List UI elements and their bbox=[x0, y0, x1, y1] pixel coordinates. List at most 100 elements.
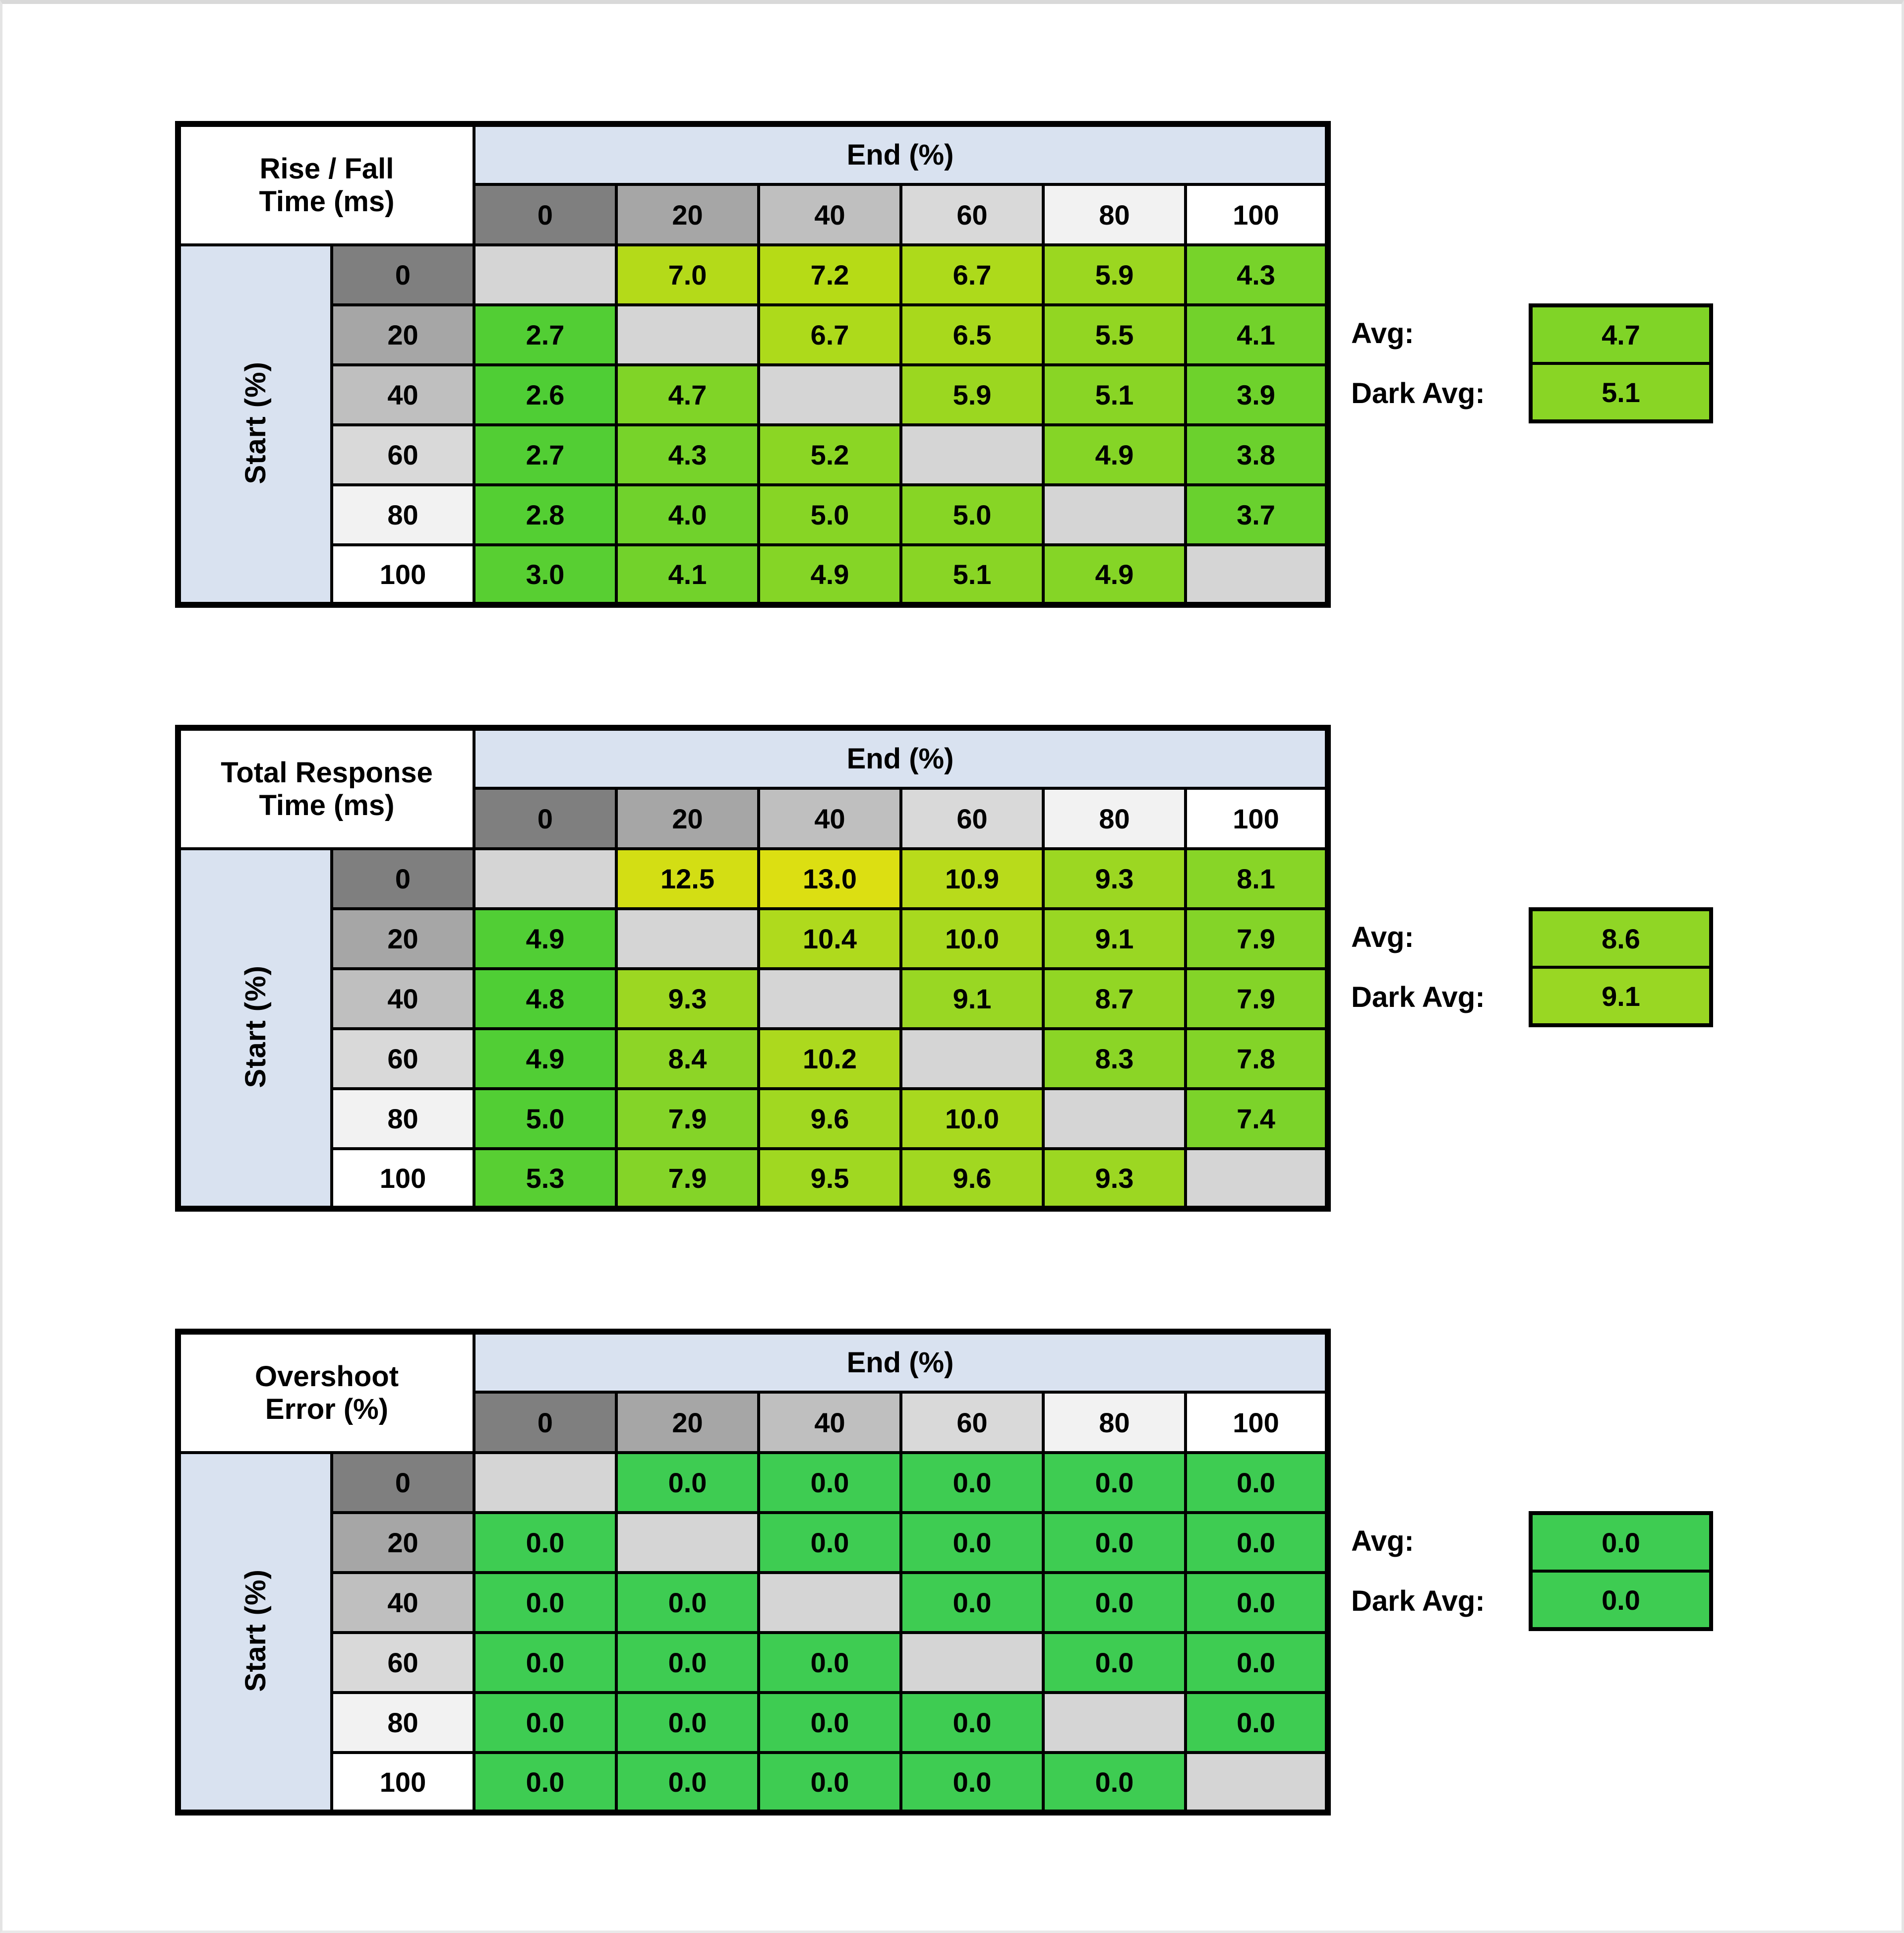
table-row: Start (%) 0 0.0 0.0 0.0 0.0 0.0 bbox=[177, 1451, 1329, 1814]
table-row: 20 0.0 0.0 0.0 0.0 0.0 bbox=[178, 1511, 1329, 1574]
start-tick: 60 bbox=[330, 1027, 476, 1090]
value-cell: 4.9 bbox=[1042, 423, 1187, 486]
start-axis-band: Start (%) bbox=[177, 847, 333, 1210]
blank-diagonal-cell bbox=[1042, 483, 1187, 546]
table-title-line2: Error (%) bbox=[265, 1393, 389, 1425]
overshoot-error-panel: Overshoot Error (%) End (%) 0 20 40 60 80 100… bbox=[175, 1329, 1891, 1816]
value-cell: 10.4 bbox=[757, 907, 902, 970]
value-cell: 4.9 bbox=[1042, 543, 1187, 606]
value-cell: 0.0 bbox=[1184, 1571, 1329, 1634]
dark-avg-label: Dark Avg: bbox=[1351, 377, 1485, 410]
start-tick: 80 bbox=[330, 483, 476, 546]
table-title-line1: Total Response bbox=[221, 756, 433, 789]
value-cell: 3.8 bbox=[1184, 423, 1329, 486]
value-cell: 5.3 bbox=[473, 1147, 618, 1210]
value-cell: 13.0 bbox=[757, 847, 902, 910]
value-cell: 5.0 bbox=[757, 483, 902, 546]
start-tick: 60 bbox=[330, 423, 476, 486]
value-cell: 7.0 bbox=[615, 243, 760, 306]
start-tick: 20 bbox=[330, 1511, 476, 1574]
end-tick: 20 bbox=[615, 787, 760, 850]
value-cell: 4.0 bbox=[615, 483, 760, 546]
rise-fall-time-panel: Rise / Fall Time (ms) End (%) 0 20 40 60 80 1… bbox=[175, 121, 1891, 608]
value-cell: 0.0 bbox=[473, 1691, 618, 1754]
value-cell: 6.7 bbox=[899, 243, 1045, 306]
value-cell: 3.9 bbox=[1184, 363, 1329, 426]
dark-avg-value-cell: 9.1 bbox=[1533, 966, 1709, 1023]
value-cell: 5.1 bbox=[1042, 363, 1187, 426]
blank-diagonal-cell bbox=[473, 1451, 618, 1514]
blank-diagonal-cell bbox=[1042, 1087, 1187, 1150]
value-cell: 8.3 bbox=[1042, 1027, 1187, 1090]
value-cell: 5.9 bbox=[1042, 243, 1187, 306]
avg-value-cell: 8.6 bbox=[1533, 911, 1709, 966]
value-cell: 0.0 bbox=[1042, 1751, 1187, 1814]
table-row: 40 0.0 0.0 0.0 0.0 0.0 bbox=[178, 1571, 1329, 1634]
end-tick: 0 bbox=[473, 183, 618, 246]
value-cell: 10.0 bbox=[899, 907, 1045, 970]
value-cell: 7.9 bbox=[615, 1147, 760, 1210]
table-title: Rise / Fall Time (ms) bbox=[177, 122, 476, 246]
value-cell: 0.0 bbox=[615, 1571, 760, 1634]
value-cell: 0.0 bbox=[757, 1511, 902, 1574]
end-tick: 80 bbox=[1042, 183, 1187, 246]
table-row: Start (%) 0 12.5 13.0 10.9 9.3 8.1 bbox=[177, 847, 1329, 1210]
end-tick: 60 bbox=[899, 1391, 1045, 1454]
end-tick: 20 bbox=[615, 1391, 760, 1454]
value-cell: 4.1 bbox=[615, 543, 760, 606]
start-tick: 100 bbox=[330, 1147, 476, 1210]
value-cell: 0.0 bbox=[473, 1571, 618, 1634]
blank-diagonal-cell bbox=[899, 1027, 1045, 1090]
average-summary: Avg: Dark Avg: 0.0 0.0 bbox=[1351, 1511, 1713, 1631]
end-tick: 80 bbox=[1042, 787, 1187, 850]
end-tick: 60 bbox=[899, 787, 1045, 850]
blank-diagonal-cell bbox=[1184, 1147, 1329, 1210]
value-cell: 0.0 bbox=[1184, 1451, 1329, 1514]
table-title-line2: Time (ms) bbox=[259, 185, 395, 218]
value-cell: 0.0 bbox=[473, 1751, 618, 1814]
blank-diagonal-cell bbox=[1184, 543, 1329, 606]
blank-diagonal-cell bbox=[757, 1571, 902, 1634]
value-cell: 0.0 bbox=[473, 1511, 618, 1574]
table-title-line2: Time (ms) bbox=[259, 789, 395, 821]
value-cell: 9.5 bbox=[757, 1147, 902, 1210]
value-cell: 7.2 bbox=[757, 243, 902, 306]
value-cell: 5.0 bbox=[899, 483, 1045, 546]
blank-diagonal-cell bbox=[1184, 1751, 1329, 1814]
blank-diagonal-cell bbox=[899, 423, 1045, 486]
value-cell: 4.3 bbox=[1184, 243, 1329, 306]
value-cell: 9.3 bbox=[615, 967, 760, 1030]
dark-avg-label: Dark Avg: bbox=[1351, 981, 1485, 1013]
start-axis-label: Start (%) bbox=[239, 965, 272, 1088]
table-row: 20 2.7 6.7 6.5 5.5 4.1 bbox=[178, 303, 1329, 366]
avg-box: 4.7 5.1 bbox=[1529, 303, 1713, 423]
value-cell: 0.0 bbox=[899, 1691, 1045, 1754]
value-cell: 5.2 bbox=[757, 423, 902, 486]
value-cell: 9.6 bbox=[899, 1147, 1045, 1210]
avg-label: Avg: bbox=[1351, 921, 1414, 953]
value-cell: 10.9 bbox=[899, 847, 1045, 910]
start-tick: 40 bbox=[330, 363, 476, 426]
value-cell: 4.9 bbox=[757, 543, 902, 606]
start-tick: 0 bbox=[330, 1451, 476, 1514]
table-row: 40 4.8 9.3 9.1 8.7 7.9 bbox=[178, 967, 1329, 1030]
value-cell: 0.0 bbox=[615, 1751, 760, 1814]
value-cell: 0.0 bbox=[1042, 1511, 1187, 1574]
value-cell: 5.1 bbox=[899, 543, 1045, 606]
value-cell: 3.7 bbox=[1184, 483, 1329, 546]
avg-label: Avg: bbox=[1351, 317, 1414, 350]
table-title-line1: Rise / Fall bbox=[259, 152, 394, 185]
table-row: 60 4.9 8.4 10.2 8.3 7.8 bbox=[178, 1027, 1329, 1090]
end-tick: 80 bbox=[1042, 1391, 1187, 1454]
value-cell: 2.6 bbox=[473, 363, 618, 426]
table-row: 60 2.7 4.3 5.2 4.9 3.8 bbox=[178, 423, 1329, 486]
value-cell: 0.0 bbox=[757, 1631, 902, 1694]
blank-diagonal-cell bbox=[1042, 1691, 1187, 1754]
value-cell: 9.1 bbox=[1042, 907, 1187, 970]
start-tick: 80 bbox=[330, 1087, 476, 1150]
end-tick: 100 bbox=[1184, 183, 1329, 246]
value-cell: 0.0 bbox=[1042, 1571, 1187, 1634]
table-title-line1: Overshoot bbox=[254, 1360, 399, 1393]
end-tick-header-row: 0 20 40 60 80 100 bbox=[178, 1391, 1329, 1454]
value-cell: 0.0 bbox=[1042, 1631, 1187, 1694]
